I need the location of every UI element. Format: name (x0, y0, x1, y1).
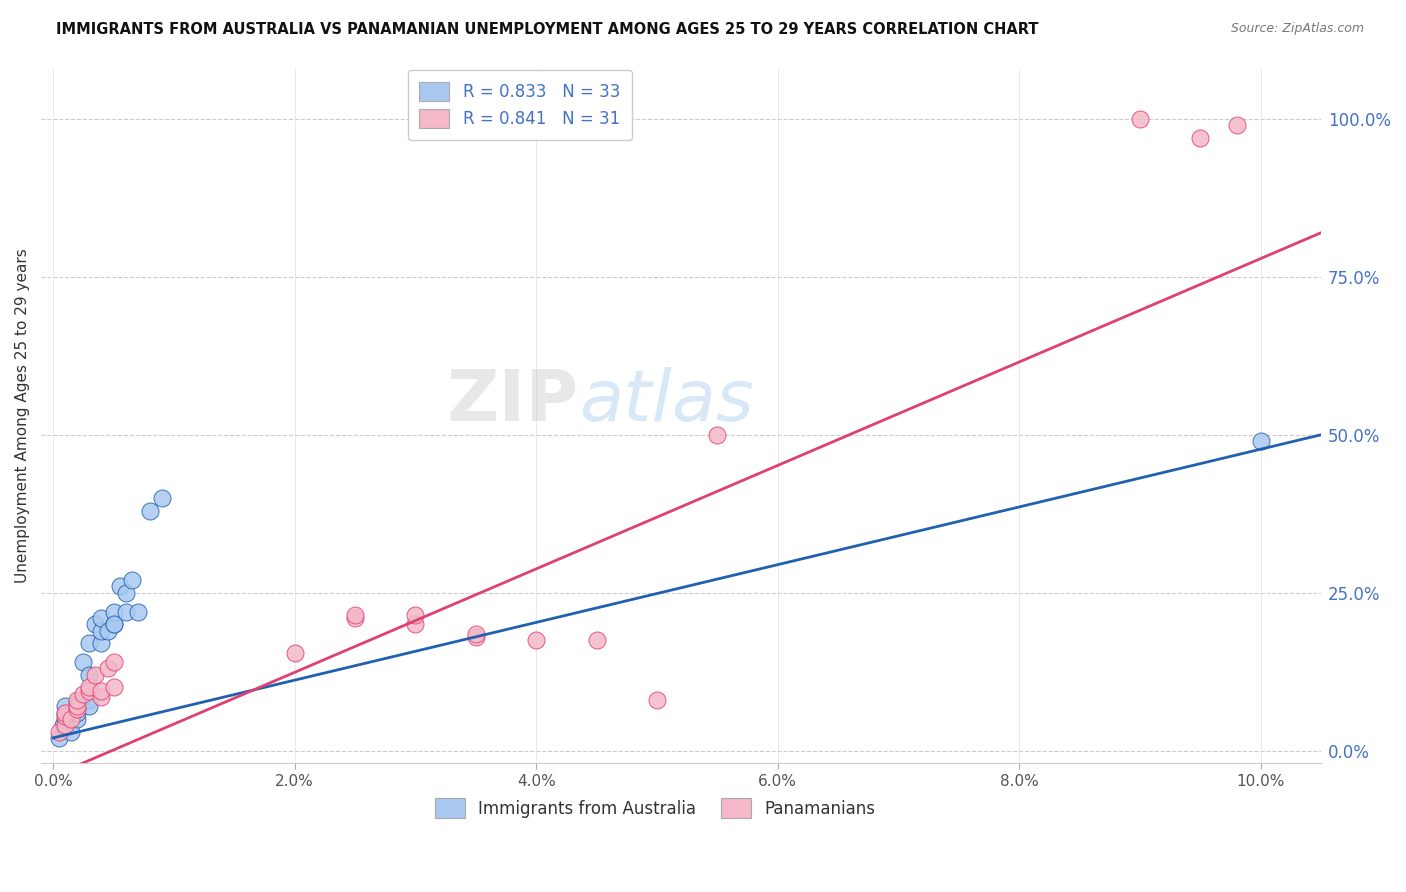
Point (66, 702, 89, 716)
Point (284, 646, 307, 660)
Point (103, 605, 125, 619)
Y-axis label: Unemployment Among Ages 25 to 29 years: Unemployment Among Ages 25 to 29 years (15, 249, 30, 583)
Point (66, 706, 89, 720)
Point (66, 693, 89, 707)
Text: Source: ZipAtlas.com: Source: ZipAtlas.com (1230, 22, 1364, 36)
Point (53, 706, 76, 720)
Point (66, 712, 89, 726)
Point (464, 630, 486, 644)
Point (127, 605, 149, 619)
Point (96, 624, 118, 638)
Point (53, 722, 76, 736)
Point (90, 690, 112, 704)
Point (84, 667, 107, 681)
Point (114, 585, 136, 599)
Point (48, 731, 70, 745)
Point (53, 708, 76, 723)
Text: atlas: atlas (579, 368, 754, 436)
Point (103, 617, 125, 632)
Point (585, 632, 607, 647)
Point (114, 605, 136, 619)
Point (103, 681, 125, 695)
Point (90, 636, 112, 650)
Point (66, 702, 89, 716)
Point (96, 661, 118, 675)
Point (1225, 119, 1247, 133)
Point (121, 573, 143, 587)
Point (60, 712, 83, 726)
Point (150, 491, 173, 505)
Point (60, 708, 83, 723)
Legend: Immigrants from Australia, Panamanians: Immigrants from Australia, Panamanians (429, 792, 883, 824)
Text: IMMIGRANTS FROM AUSTRALIA VS PANAMANIAN UNEMPLOYMENT AMONG AGES 25 TO 29 YEARS C: IMMIGRANTS FROM AUSTRALIA VS PANAMANIAN … (56, 22, 1039, 37)
Point (524, 632, 547, 647)
Point (79, 681, 101, 695)
Point (344, 611, 367, 625)
Point (103, 655, 125, 669)
Point (79, 667, 101, 681)
Point (79, 636, 101, 650)
Point (66, 699, 89, 714)
Point (72, 655, 94, 669)
Point (404, 617, 426, 632)
Point (72, 687, 94, 701)
Point (52, 718, 75, 732)
Point (79, 699, 101, 714)
Point (464, 626, 486, 640)
Point (645, 693, 668, 707)
Point (53, 712, 76, 726)
Point (48, 724, 70, 739)
Point (53, 718, 76, 732)
Point (404, 607, 426, 622)
Point (84, 617, 107, 632)
Point (79, 693, 101, 707)
Point (53, 706, 76, 720)
Point (108, 579, 131, 593)
Text: ZIP: ZIP (447, 368, 579, 436)
Point (706, 427, 728, 442)
Point (66, 696, 89, 710)
Point (1189, 131, 1212, 145)
Point (79, 683, 101, 698)
Point (90, 683, 112, 698)
Point (53, 699, 76, 714)
Point (60, 724, 83, 739)
Point (1129, 112, 1152, 126)
Point (344, 607, 367, 622)
Point (90, 611, 112, 625)
Point (90, 624, 112, 638)
Point (103, 617, 125, 632)
Point (1250, 434, 1272, 448)
Point (139, 503, 162, 517)
